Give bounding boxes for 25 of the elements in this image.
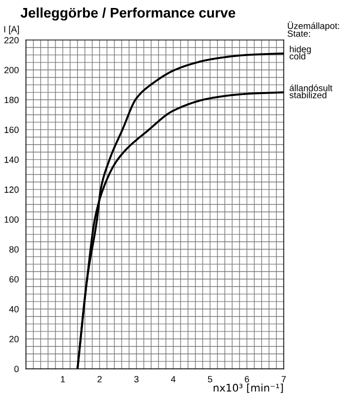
x-axis-title: nx10³ [min⁻¹]: [214, 384, 283, 393]
x-tick-label: 5: [208, 376, 212, 382]
x-tick-label: 2: [98, 376, 102, 382]
series-label: hideg cold: [290, 46, 311, 60]
y-tick-label: 180: [4, 96, 19, 104]
series-label: állandósult stabilized: [290, 84, 332, 98]
y-tick-label: 120: [4, 186, 19, 193]
y-tick-label: 200: [4, 66, 19, 74]
y-tick-label: 100: [4, 216, 19, 223]
y-tick-label: 60: [9, 276, 19, 282]
x-tick-label: 4: [170, 376, 176, 382]
x-tick-label: 7: [282, 376, 286, 382]
x-tick-label: 3: [134, 376, 139, 382]
x-tick-label: 6: [244, 376, 250, 382]
y-tick-label: 20: [9, 336, 19, 342]
x-tick-label: 1: [60, 376, 65, 382]
y-tick-label: 0: [14, 366, 19, 372]
text: Üzemállapot: State:: [288, 21, 340, 37]
y-tick-label: 220: [4, 36, 19, 44]
y-tick-label: 80: [9, 246, 19, 253]
y-tick-label: 40: [9, 306, 19, 312]
y-tick-label: 160: [4, 126, 19, 134]
y-tick-label: 140: [4, 156, 19, 163]
chart-title: Jelleggörbe / Performance curve: [20, 7, 236, 21]
y-axis-title: I [A]: [4, 26, 19, 34]
